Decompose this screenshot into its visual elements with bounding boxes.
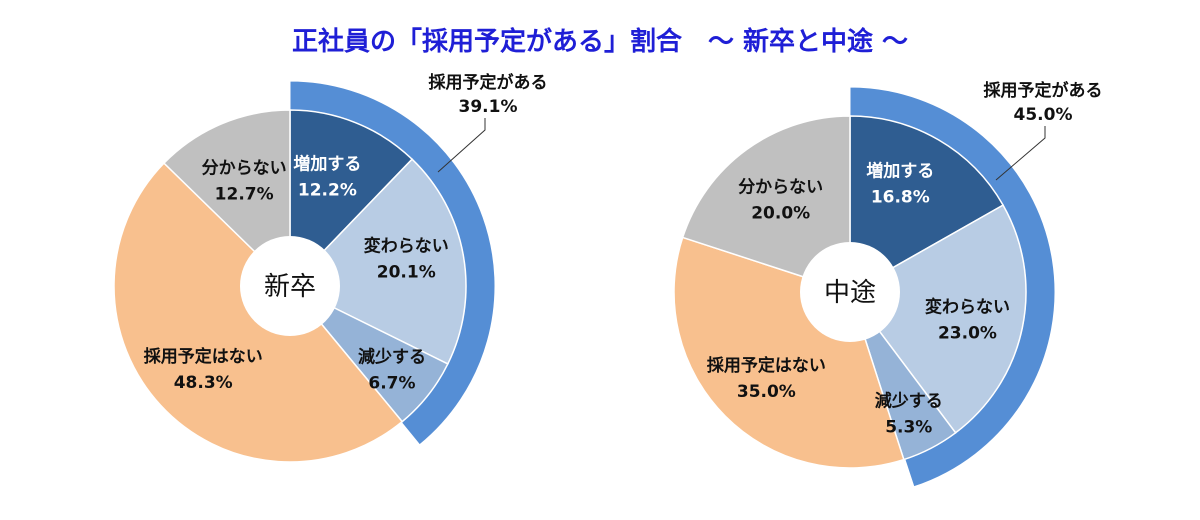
outer-ring-value-label: 39.1% bbox=[459, 97, 518, 117]
callout-leader-line bbox=[995, 126, 1046, 181]
slice-value-label: 20.1% bbox=[377, 263, 436, 283]
chart-title: 正社員の「採用予定がある」割合 ～ 新卒と中途 ～ bbox=[292, 26, 908, 57]
slice-value-label: 48.3% bbox=[174, 373, 233, 393]
outer-ring-value-label: 45.0% bbox=[1014, 105, 1073, 125]
pie-slice bbox=[848, 204, 1027, 434]
slice-name-label: 増加する bbox=[866, 161, 934, 182]
slice-name-label: 変わらない bbox=[925, 296, 1010, 317]
outer-ring-name-label: 採用予定がある bbox=[984, 80, 1103, 101]
pie-slice bbox=[288, 158, 467, 365]
donut-chart-2: 中途 増加する 16.8% 変わらない 23.0% 減少する 5.3% 採用予定はない 35.0… bbox=[673, 80, 1103, 488]
slice-name-label: 変わらない bbox=[364, 236, 449, 257]
center-label: 中途 bbox=[824, 278, 876, 308]
slice-value-label: 16.8% bbox=[871, 188, 930, 208]
slice-value-label: 12.2% bbox=[298, 180, 357, 200]
callout-leader-line bbox=[437, 118, 486, 173]
slice-name-label: 減少する bbox=[875, 391, 943, 412]
slice-value-label: 23.0% bbox=[938, 323, 997, 343]
outer-ring-name-label: 採用予定がある bbox=[429, 72, 548, 93]
slice-name-label: 採用予定はない bbox=[707, 355, 826, 376]
pie-slice bbox=[681, 115, 851, 294]
charts-layer: 新卒 増加する 12.2% 変わらない 20.1% 減少する 6.7% 採用予定はない 48.3… bbox=[113, 72, 1103, 488]
slice-value-label: 20.0% bbox=[751, 203, 810, 223]
slice-name-label: 減少する bbox=[358, 347, 426, 368]
pie-slice bbox=[162, 109, 291, 288]
center-label: 新卒 bbox=[264, 272, 316, 302]
pie-slice bbox=[849, 115, 1005, 294]
slice-name-label: 採用予定はない bbox=[144, 346, 263, 367]
pie-slice bbox=[289, 109, 414, 288]
slice-name-label: 増加する bbox=[293, 153, 361, 174]
slice-name-label: 分からない bbox=[738, 177, 823, 197]
center-hole bbox=[800, 242, 900, 342]
donut-chart-1: 新卒 増加する 12.2% 変わらない 20.1% 減少する 6.7% 採用予定はない 48.3… bbox=[113, 72, 548, 463]
slice-value-label: 5.3% bbox=[885, 418, 932, 438]
slice-value-label: 6.7% bbox=[368, 374, 415, 394]
slice-name-label: 分からない bbox=[202, 158, 287, 178]
center-hole bbox=[240, 236, 340, 336]
slice-value-label: 12.7% bbox=[215, 184, 274, 204]
slice-value-label: 35.0% bbox=[737, 382, 796, 402]
